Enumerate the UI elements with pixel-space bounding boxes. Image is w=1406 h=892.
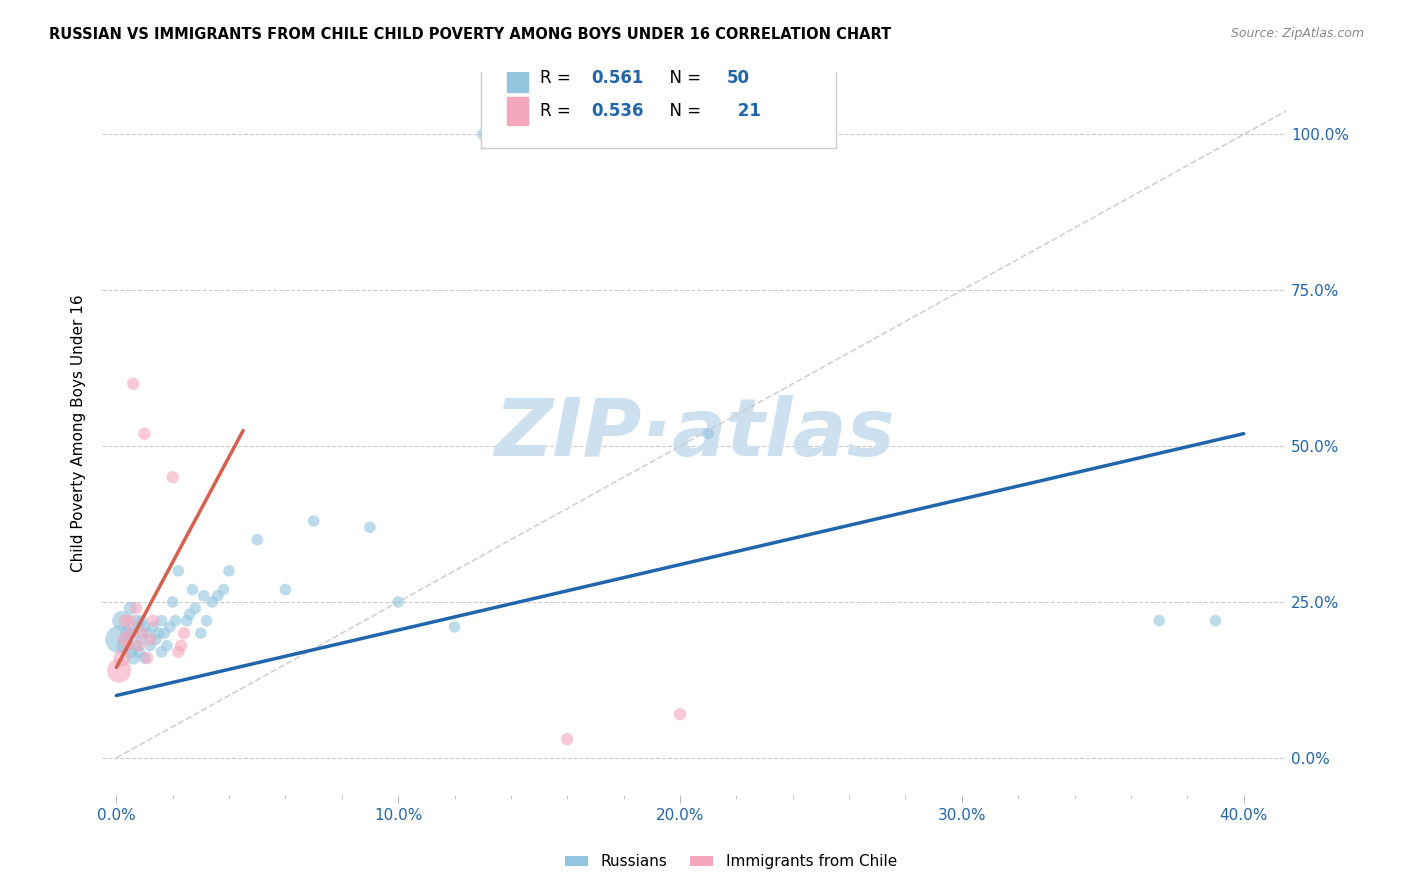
Point [190,626,212,640]
Point [302,514,325,528]
Point [122,376,145,391]
Text: 0.536: 0.536 [591,102,644,120]
Point [471,128,494,142]
Point [162,470,184,484]
Point [122,651,145,665]
Point [173,626,195,640]
Point [153,626,176,640]
Point [162,595,184,609]
Point [111,651,134,665]
FancyBboxPatch shape [508,64,529,92]
Point [125,601,148,615]
Point [218,564,240,578]
Point [139,639,162,653]
Point [128,639,150,653]
Point [145,632,167,647]
Point [120,626,142,640]
Point [134,620,156,634]
Point [142,614,165,628]
Point [207,589,229,603]
Point [697,426,720,441]
Point [125,639,148,653]
Point [443,620,465,634]
Text: ZIP·atlas: ZIP·atlas [494,394,894,473]
Text: 0.561: 0.561 [591,69,644,87]
Text: Source: ZipAtlas.com: Source: ZipAtlas.com [1230,27,1364,40]
Point [136,626,159,640]
Text: 50: 50 [727,69,751,87]
Point [274,582,297,597]
Point [159,620,181,634]
Point [359,520,381,534]
Point [156,639,179,653]
Point [131,632,153,647]
Point [131,614,153,628]
Point [111,614,134,628]
Point [193,589,215,603]
Point [122,626,145,640]
Text: RUSSIAN VS IMMIGRANTS FROM CHILE CHILD POVERTY AMONG BOYS UNDER 16 CORRELATION C: RUSSIAN VS IMMIGRANTS FROM CHILE CHILD P… [49,27,891,42]
FancyBboxPatch shape [481,50,837,148]
Text: N =: N = [658,69,706,87]
Point [117,639,139,653]
Point [128,620,150,634]
Point [120,614,142,628]
FancyBboxPatch shape [508,97,529,125]
Point [136,651,159,665]
Point [150,645,173,659]
Y-axis label: Child Poverty Among Boys Under 16: Child Poverty Among Boys Under 16 [72,295,86,573]
Text: R =: R = [540,102,576,120]
Point [1205,614,1227,628]
Text: 21: 21 [733,102,761,120]
Point [246,533,269,547]
Point [120,601,142,615]
Point [179,607,201,622]
Point [555,732,578,747]
Text: N =: N = [658,102,706,120]
Point [167,564,190,578]
Point [139,632,162,647]
Point [170,639,193,653]
Point [176,614,198,628]
Point [120,645,142,659]
Point [1147,614,1170,628]
Point [114,639,136,653]
Point [128,645,150,659]
Point [142,620,165,634]
Text: R =: R = [540,69,576,87]
Point [148,626,170,640]
Point [134,651,156,665]
Point [125,614,148,628]
Point [108,664,131,678]
Point [184,601,207,615]
Point [195,614,218,628]
Point [117,626,139,640]
Point [669,707,692,722]
Point [212,582,235,597]
Point [114,632,136,647]
Point [165,614,187,628]
Point [201,595,224,609]
Point [134,426,156,441]
Point [387,595,409,609]
Point [108,632,131,647]
Point [114,614,136,628]
Point [131,626,153,640]
Point [181,582,204,597]
Point [167,645,190,659]
Legend: Russians, Immigrants from Chile: Russians, Immigrants from Chile [560,848,903,875]
Point [150,614,173,628]
